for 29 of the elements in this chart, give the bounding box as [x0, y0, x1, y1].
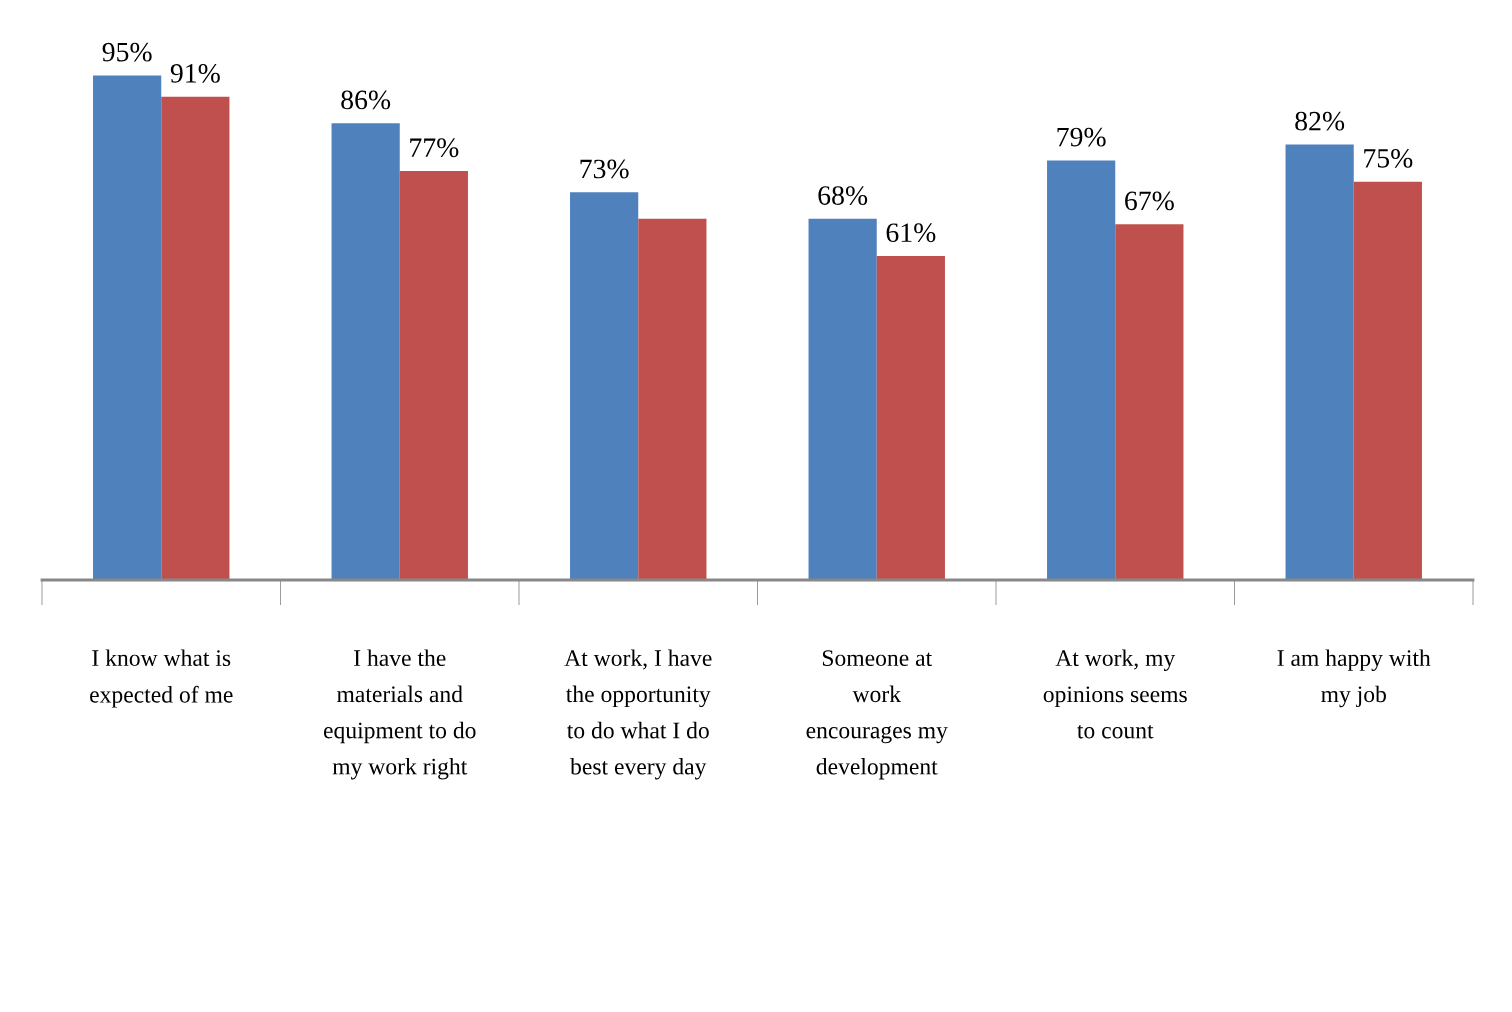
data-label: 77% — [410, 138, 459, 158]
bar — [638, 218, 707, 580]
data-label: 82% — [1295, 111, 1345, 131]
bar — [161, 96, 230, 580]
data-label: 61% — [886, 223, 936, 243]
bar — [1115, 224, 1184, 580]
data-label: 79% — [1057, 127, 1106, 147]
bar — [570, 192, 639, 580]
data-label: 73% — [580, 159, 629, 179]
x-tick-label: At work, I have the opportunity to do what I do best every day — [564, 649, 712, 780]
data-label: 67% — [1125, 191, 1174, 211]
bar — [876, 256, 945, 580]
bar — [331, 123, 400, 580]
data-label: 86% — [341, 90, 391, 110]
bar — [808, 218, 877, 580]
x-tick-label: I am happy with my job — [1277, 649, 1431, 708]
x-tick-label: Someone at work encourages my development — [806, 650, 948, 780]
data-label: 68% — [818, 186, 868, 205]
bar — [399, 171, 468, 580]
x-tick-label: At work, my opinions seems to count — [1043, 649, 1187, 739]
data-label: 91% — [170, 63, 220, 83]
bar — [93, 75, 162, 580]
x-tick-label: I know what is expected of me — [90, 649, 233, 708]
bar — [1047, 160, 1116, 580]
data-label: 75% — [1364, 148, 1413, 168]
bar — [1285, 144, 1354, 580]
x-tick-label: I have the materials and equipment to do my work right — [323, 649, 476, 780]
data-label: 95% — [102, 42, 152, 62]
bar — [1353, 181, 1422, 580]
